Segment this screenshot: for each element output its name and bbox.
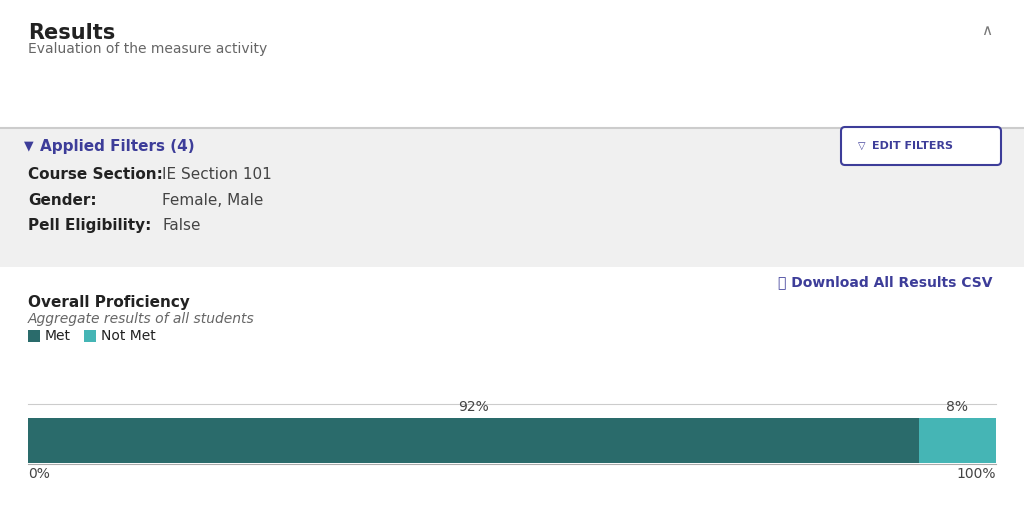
Text: Results: Results <box>28 23 116 43</box>
Text: Gender:: Gender: <box>28 193 96 208</box>
Text: Aggregate results of all students: Aggregate results of all students <box>28 312 255 326</box>
Text: Pell Eligibility:: Pell Eligibility: <box>28 218 152 233</box>
Text: ▽: ▽ <box>858 141 865 151</box>
Text: Course Section:: Course Section: <box>28 167 163 182</box>
Bar <box>0 0 1024 127</box>
Text: ⤓ Download All Results CSV: ⤓ Download All Results CSV <box>777 275 992 289</box>
Text: Evaluation of the measure activity: Evaluation of the measure activity <box>28 42 267 56</box>
Bar <box>84 330 96 342</box>
Text: 8%: 8% <box>946 400 969 414</box>
Text: Not Met: Not Met <box>101 329 156 343</box>
Text: Overall Proficiency: Overall Proficiency <box>28 295 189 310</box>
Bar <box>28 330 40 342</box>
Text: Met: Met <box>45 329 71 343</box>
Text: ∧: ∧ <box>981 23 992 38</box>
Bar <box>0 268 1024 515</box>
Text: ▼: ▼ <box>24 139 34 152</box>
Text: Female, Male: Female, Male <box>162 193 263 208</box>
Bar <box>919 418 996 463</box>
Bar <box>28 418 919 463</box>
Bar <box>0 129 1024 267</box>
Text: False: False <box>162 218 201 233</box>
Text: 0%: 0% <box>28 467 50 481</box>
Text: 92%: 92% <box>458 400 488 414</box>
FancyBboxPatch shape <box>841 127 1001 165</box>
Text: Applied Filters (4): Applied Filters (4) <box>40 139 195 154</box>
Text: 100%: 100% <box>956 467 996 481</box>
Text: IE Section 101: IE Section 101 <box>162 167 271 182</box>
Text: EDIT FILTERS: EDIT FILTERS <box>872 141 953 151</box>
